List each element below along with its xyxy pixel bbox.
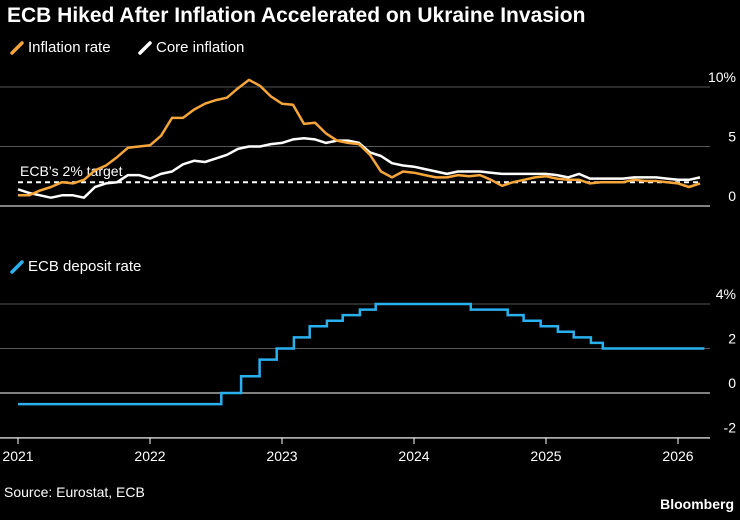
legend-swatch-core	[138, 41, 152, 55]
legend-label-core: Core inflation	[156, 39, 244, 56]
top-y-tick-label: 5	[728, 129, 736, 145]
x-tick-label: 2021	[2, 448, 33, 464]
top-y-tick-label: 0	[728, 188, 736, 204]
x-tick-label: 2023	[266, 448, 297, 464]
legend-top: Inflation rate Core inflation	[10, 39, 244, 56]
legend-label-inflation: Inflation rate	[28, 39, 111, 56]
deposit-rate-line	[18, 302, 705, 406]
bloomberg-logo: Bloomberg	[660, 496, 734, 512]
deposit-rate-panel: 4% 2 0 -2 2021 2022 2023 2024 2025 2026	[0, 286, 736, 464]
inflation-panel: 10% 5 0 ECB’s 2% target	[0, 69, 736, 207]
legend-swatch-deposit	[10, 260, 24, 274]
bottom-y-tick-label: -2	[724, 420, 737, 436]
x-tick-label: 2026	[662, 448, 693, 464]
x-tick-label: 2022	[134, 448, 165, 464]
bottom-y-tick-label: 2	[728, 331, 736, 347]
bottom-y-tick-label: 4%	[716, 286, 736, 302]
legend-swatch-inflation	[10, 41, 24, 55]
target-annotation: ECB’s 2% target	[20, 163, 123, 179]
chart-title: ECB Hiked After Inflation Accelerated on…	[7, 4, 585, 27]
bottom-y-tick-label: 0	[728, 375, 736, 391]
source-note: Source: Eurostat, ECB	[4, 484, 145, 500]
legend-bottom: ECB deposit rate	[10, 258, 141, 275]
top-y-tick-label: 10%	[708, 69, 736, 85]
legend-label-deposit: ECB deposit rate	[28, 258, 141, 275]
x-tick-label: 2025	[530, 448, 561, 464]
x-tick-label: 2024	[398, 448, 429, 464]
inflation-rate-line	[18, 78, 701, 197]
